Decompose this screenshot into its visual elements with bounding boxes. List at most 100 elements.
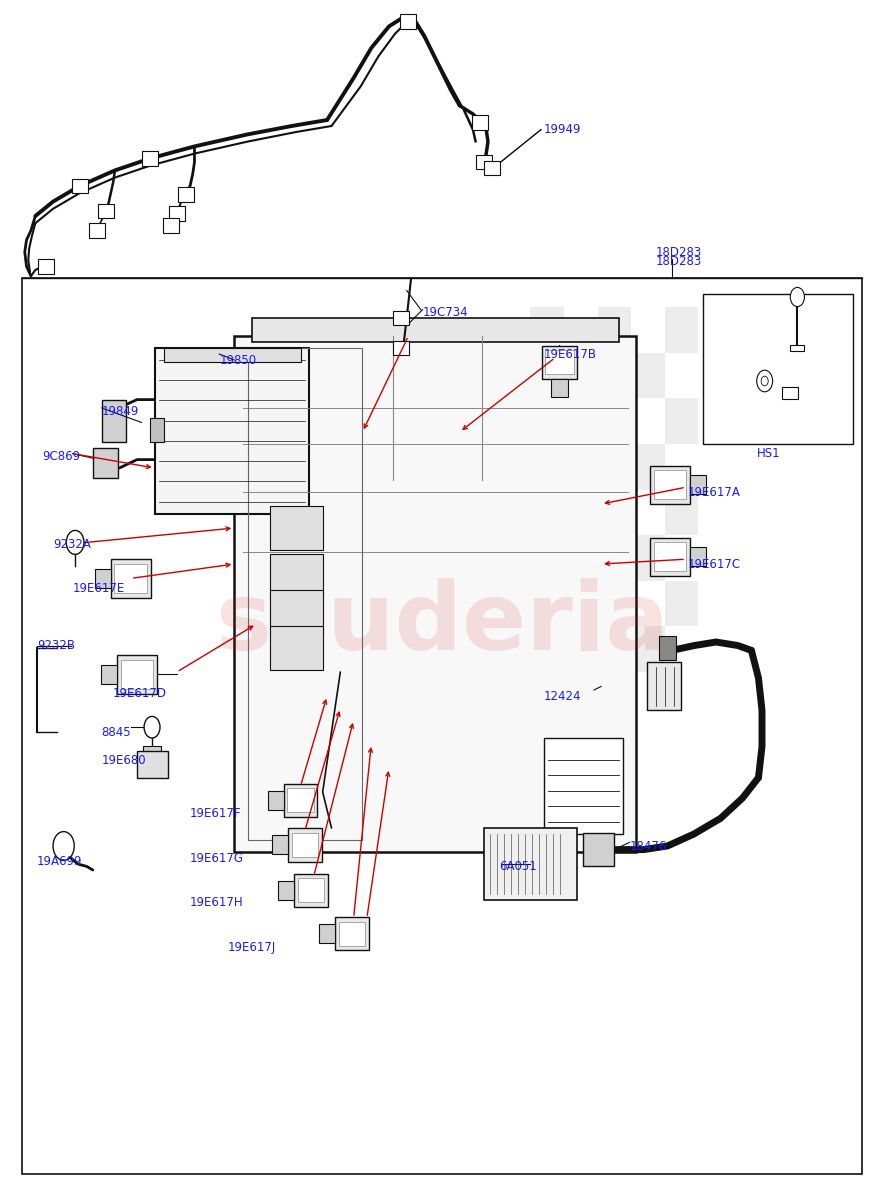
Bar: [102, 665, 118, 684]
Bar: [690, 475, 706, 494]
Bar: [252, 318, 619, 342]
Bar: [530, 490, 564, 535]
Bar: [270, 554, 323, 598]
Bar: [631, 581, 665, 626]
Bar: [178, 187, 194, 202]
Text: scuderia: scuderia: [215, 578, 669, 670]
Bar: [598, 626, 631, 672]
Bar: [631, 490, 665, 535]
Bar: [319, 924, 335, 943]
Text: 19E617J: 19E617J: [228, 942, 277, 954]
Bar: [284, 784, 317, 817]
Text: 18476: 18476: [629, 840, 667, 852]
Text: HS1: HS1: [758, 448, 781, 460]
Circle shape: [761, 377, 768, 385]
Bar: [564, 398, 598, 444]
Bar: [298, 878, 324, 902]
Text: 12424: 12424: [544, 690, 581, 702]
Bar: [647, 662, 681, 710]
Bar: [102, 400, 126, 442]
Text: 8845: 8845: [102, 726, 132, 738]
Text: 19A699: 19A699: [37, 856, 82, 868]
Bar: [665, 353, 698, 398]
Bar: [270, 506, 323, 550]
Bar: [530, 353, 564, 398]
Bar: [22, 278, 862, 1174]
Text: 19E617B: 19E617B: [544, 348, 597, 360]
Bar: [393, 341, 409, 355]
Bar: [598, 581, 631, 626]
Bar: [564, 490, 598, 535]
Bar: [164, 348, 301, 362]
Bar: [690, 547, 706, 566]
Bar: [143, 746, 161, 758]
Bar: [631, 535, 665, 581]
Bar: [665, 535, 698, 581]
Bar: [631, 353, 665, 398]
Bar: [544, 738, 623, 834]
Text: 6A051: 6A051: [499, 860, 537, 872]
Text: 19E617E: 19E617E: [72, 582, 125, 594]
Bar: [335, 917, 369, 950]
Bar: [790, 346, 804, 350]
Bar: [270, 626, 323, 670]
Bar: [89, 223, 105, 238]
Bar: [598, 490, 631, 535]
Bar: [703, 294, 853, 444]
Bar: [665, 398, 698, 444]
Text: 9232A: 9232A: [53, 539, 91, 551]
Bar: [598, 535, 631, 581]
Bar: [288, 828, 322, 862]
Text: 18D283: 18D283: [656, 256, 702, 268]
Bar: [484, 161, 500, 175]
Bar: [234, 336, 636, 852]
Bar: [121, 660, 154, 689]
Bar: [278, 881, 294, 900]
Bar: [530, 581, 564, 626]
Bar: [598, 398, 631, 444]
Text: 19E680: 19E680: [102, 755, 146, 767]
Bar: [659, 636, 676, 660]
Bar: [651, 466, 690, 504]
Bar: [564, 307, 598, 353]
Bar: [631, 398, 665, 444]
Bar: [564, 353, 598, 398]
Bar: [98, 204, 114, 218]
Bar: [530, 444, 564, 490]
Bar: [93, 448, 118, 478]
Bar: [287, 788, 314, 812]
Text: 19850: 19850: [219, 354, 256, 366]
Text: 18D283: 18D283: [656, 246, 702, 259]
Bar: [339, 922, 365, 946]
Text: 19C734: 19C734: [423, 306, 469, 318]
Bar: [654, 542, 687, 571]
Bar: [472, 115, 488, 130]
Bar: [665, 581, 698, 626]
Bar: [118, 655, 157, 694]
Bar: [598, 353, 631, 398]
Circle shape: [66, 530, 84, 554]
Bar: [665, 307, 698, 353]
Bar: [631, 626, 665, 672]
Text: 19949: 19949: [544, 124, 581, 136]
Bar: [155, 348, 309, 514]
Circle shape: [790, 287, 804, 306]
Bar: [111, 559, 150, 598]
Circle shape: [53, 832, 74, 860]
Bar: [654, 470, 687, 499]
Bar: [530, 626, 564, 672]
Bar: [583, 833, 614, 866]
Bar: [38, 259, 54, 274]
Bar: [564, 581, 598, 626]
Text: 19E617F: 19E617F: [190, 808, 241, 820]
Bar: [542, 346, 577, 379]
Bar: [631, 307, 665, 353]
Bar: [292, 833, 318, 857]
Text: 19849: 19849: [102, 406, 139, 418]
Text: 19E617C: 19E617C: [688, 558, 741, 570]
Bar: [665, 444, 698, 490]
Bar: [163, 218, 179, 233]
Bar: [598, 444, 631, 490]
Bar: [95, 569, 111, 588]
Bar: [115, 564, 147, 593]
